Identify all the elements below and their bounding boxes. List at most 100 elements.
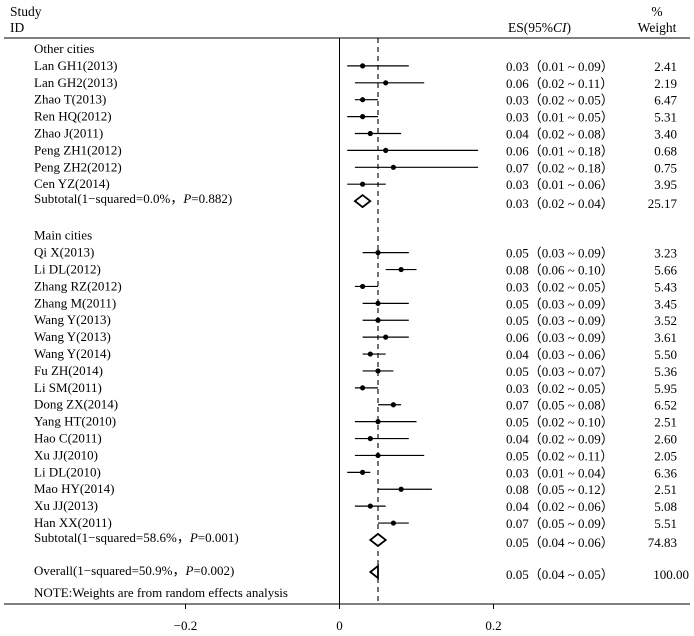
overall-diamond	[368, 564, 379, 580]
header-weight-percent: %	[651, 4, 662, 19]
point-estimate	[398, 486, 404, 492]
group-heading: Other cities	[34, 41, 94, 56]
point-estimate	[375, 250, 381, 256]
weight-value: 3.23	[654, 246, 677, 261]
header-weight: Weight	[638, 20, 677, 35]
weight-value: 3.45	[654, 296, 677, 311]
study-label: Wang Y(2014)	[34, 346, 111, 361]
overall-es-value: 0.05（0.04 ~ 0.05）	[506, 567, 614, 582]
study-label: Peng ZH2(2012)	[34, 159, 122, 174]
weight-value: 5.51	[654, 516, 677, 531]
weight-value: 5.08	[654, 499, 677, 514]
point-estimate	[367, 351, 373, 357]
point-estimate	[390, 164, 396, 170]
study-label: Cen YZ(2014)	[34, 176, 110, 191]
weight-value: 3.52	[654, 313, 677, 328]
es-value: 0.04（0.02 ~ 0.06）	[506, 499, 614, 514]
subtotal-label: Subtotal(1−squared=0.0%，P=0.882)	[34, 191, 232, 206]
point-estimate	[360, 63, 366, 69]
subtotal-diamond	[353, 193, 372, 209]
es-value: 0.03（0.02 ~ 0.05）	[506, 93, 614, 108]
weight-value: 3.95	[654, 177, 677, 192]
weight-value: 2.19	[654, 76, 677, 91]
es-value: 0.03（0.02 ~ 0.05）	[506, 381, 614, 396]
point-estimate	[360, 283, 366, 290]
point-estimate	[390, 520, 396, 526]
header-id: ID	[10, 20, 24, 35]
point-estimate	[375, 317, 381, 323]
weight-value: 2.41	[654, 59, 677, 74]
weight-value: 3.61	[654, 330, 677, 345]
point-estimate	[383, 80, 389, 86]
es-value: 0.06（0.03 ~ 0.09）	[506, 330, 614, 345]
point-estimate	[375, 300, 381, 306]
point-estimate	[360, 114, 366, 120]
header-study: Study	[10, 4, 42, 19]
point-estimate	[360, 469, 366, 475]
group-heading: Main cities	[34, 228, 92, 243]
es-value: 0.06（0.01 ~ 0.18）	[506, 143, 614, 158]
point-estimate	[398, 266, 404, 273]
es-value: 0.05（0.02 ~ 0.10）	[506, 415, 614, 430]
study-label: Lan GH1(2013)	[34, 58, 117, 73]
study-label: Peng ZH1(2012)	[34, 142, 122, 157]
study-label: Xu JJ(2013)	[34, 498, 98, 513]
es-value: 0.08（0.06 ~ 0.10）	[506, 263, 614, 278]
subtotal-label: Subtotal(1−squared=58.6%，P=0.001)	[34, 530, 239, 545]
es-value: 0.07（0.05 ~ 0.09）	[506, 516, 614, 531]
study-label: Li DL(2010)	[34, 464, 101, 479]
weight-value: 5.31	[654, 110, 677, 125]
x-tick-label: 0	[336, 618, 343, 633]
study-label: Hao C(2011)	[34, 431, 102, 446]
point-estimate	[383, 147, 389, 153]
subtotal-es-value: 0.05（0.04 ~ 0.06）	[506, 535, 614, 550]
point-estimate	[360, 97, 366, 103]
study-label: Mao HY(2014)	[34, 481, 115, 496]
es-value: 0.04（0.02 ~ 0.08）	[506, 127, 614, 142]
weight-value: 0.68	[654, 143, 677, 158]
weight-value: 6.52	[654, 398, 677, 413]
point-estimate	[360, 385, 366, 391]
es-value: 0.05（0.03 ~ 0.09）	[506, 313, 614, 328]
weight-value: 6.47	[654, 93, 677, 108]
es-value: 0.05（0.03 ~ 0.09）	[506, 246, 614, 261]
weight-value: 5.36	[654, 364, 677, 379]
point-estimate	[367, 435, 373, 442]
study-label: Zhang RZ(2012)	[34, 278, 122, 293]
es-value: 0.05（0.02 ~ 0.11）	[506, 448, 613, 463]
point-estimate	[360, 181, 366, 187]
subtotal-es-value: 0.03（0.02 ~ 0.04）	[506, 196, 614, 211]
study-label: Dong ZX(2014)	[34, 397, 118, 412]
es-value: 0.03（0.01 ~ 0.05）	[506, 110, 614, 125]
study-label: Yang HT(2010)	[34, 414, 116, 429]
es-value: 0.04（0.03 ~ 0.06）	[506, 347, 614, 362]
es-value: 0.05（0.03 ~ 0.09）	[506, 296, 614, 311]
weight-value: 2.60	[654, 432, 677, 447]
weight-value: 2.05	[654, 448, 677, 463]
weight-value: 5.43	[654, 279, 677, 294]
study-label: Lan GH2(2013)	[34, 75, 117, 90]
study-label: Han XX(2011)	[34, 515, 112, 530]
weight-value: 3.40	[654, 127, 677, 142]
header-es: ES(95%CI)	[508, 20, 571, 35]
subtotal-weight-value: 25.17	[648, 196, 678, 211]
es-value: 0.08（0.05 ~ 0.12）	[506, 482, 614, 497]
weight-value: 2.51	[654, 415, 677, 430]
es-value: 0.03（0.01 ~ 0.04）	[506, 465, 614, 480]
study-label: Li SM(2011)	[34, 380, 102, 395]
subtotal-weight-value: 74.83	[648, 535, 677, 550]
study-label: Wang Y(2013)	[34, 312, 111, 327]
weight-value: 2.51	[654, 482, 677, 497]
study-label: Qi X(2013)	[34, 245, 94, 260]
weight-value: 5.50	[654, 347, 677, 362]
point-estimate	[367, 503, 373, 509]
study-label: Xu JJ(2010)	[34, 447, 98, 462]
es-value: 0.03（0.01 ~ 0.09）	[506, 59, 614, 74]
point-estimate	[390, 402, 396, 408]
es-value: 0.03（0.01 ~ 0.06）	[506, 177, 614, 192]
x-tick-label: 0.2	[485, 618, 501, 633]
es-value: 0.03（0.02 ~ 0.05）	[506, 279, 614, 294]
x-tick-label: −0.2	[174, 618, 198, 633]
es-value: 0.07（0.05 ~ 0.08）	[506, 398, 614, 413]
